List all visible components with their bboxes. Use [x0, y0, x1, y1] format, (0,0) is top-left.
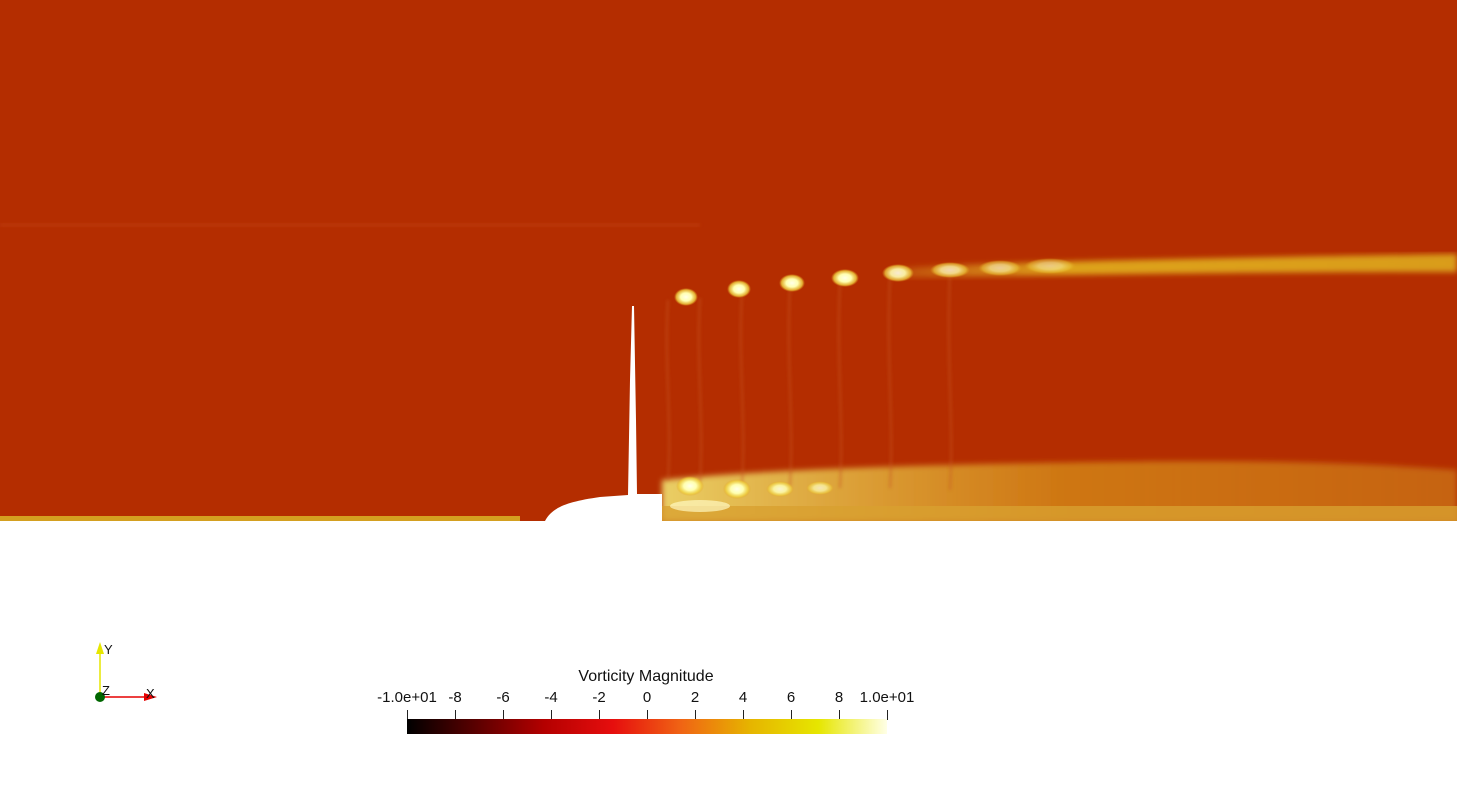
color-legend-tick-label: 8 — [834, 689, 844, 706]
upper-vortex-street — [674, 258, 1076, 306]
y-axis-arrow — [96, 642, 104, 654]
color-legend-tick-label: 0 — [642, 689, 652, 706]
vortex — [1024, 258, 1076, 274]
vortex — [676, 476, 704, 496]
color-legend-tick-mark — [551, 710, 552, 720]
vortex — [670, 500, 730, 512]
color-legend-tick-mark — [599, 710, 600, 720]
x-axis-label: X — [146, 686, 155, 701]
color-legend: Vorticity Magnitude -1.0e+01 -8 -6 -4 -2 0 2 4 6… — [360, 664, 940, 744]
vortex — [766, 481, 794, 497]
vortex — [930, 262, 970, 278]
color-legend-tick-mark — [695, 710, 696, 720]
vortex — [831, 269, 859, 287]
upstream-streak — [0, 223, 700, 227]
color-legend-tick-label: 2 — [690, 689, 700, 706]
vortex — [723, 479, 751, 499]
x-axis-arrow — [144, 693, 157, 701]
vortex — [806, 481, 834, 495]
color-legend-title: Vorticity Magnitude — [578, 668, 714, 685]
vortex — [674, 288, 698, 306]
ground-plane — [0, 521, 1457, 798]
vortex — [882, 264, 914, 282]
orientation-axes: Y X Z — [95, 642, 157, 702]
color-legend-tick-mark — [791, 710, 792, 720]
z-axis-dot — [95, 692, 105, 702]
upstream-boundary-layer — [0, 516, 520, 521]
color-legend-tick-label: -4 — [544, 689, 558, 706]
color-legend-tick-mark — [647, 710, 648, 720]
color-legend-gradient — [407, 719, 887, 734]
color-legend-tick-label: 1.0e+01 — [859, 689, 915, 706]
color-legend-tick-mark — [887, 710, 888, 720]
color-legend-tick-label: 6 — [786, 689, 796, 706]
vortex — [978, 260, 1022, 276]
color-legend-tick-mark — [455, 710, 456, 720]
wake-filaments — [665, 271, 953, 491]
lower-wake-floor — [662, 506, 1457, 521]
vortex — [727, 280, 751, 298]
color-legend-tick-mark — [743, 710, 744, 720]
color-legend-tick-label: -2 — [592, 689, 606, 706]
vehicle-body — [518, 306, 662, 521]
color-legend-tick-mark — [503, 710, 504, 720]
color-legend-tick-mark — [839, 710, 840, 720]
color-legend-tick-mark — [407, 710, 408, 720]
color-legend-tick-label: -1.0e+01 — [377, 689, 437, 706]
color-legend-tick-label: -8 — [448, 689, 462, 706]
lower-vortex-street — [670, 476, 834, 512]
z-axis-label: Z — [102, 683, 110, 698]
color-legend-tick-label: 4 — [738, 689, 748, 706]
vortex — [779, 274, 805, 292]
y-axis-label: Y — [104, 642, 113, 657]
color-legend-tick-label: -6 — [496, 689, 510, 706]
